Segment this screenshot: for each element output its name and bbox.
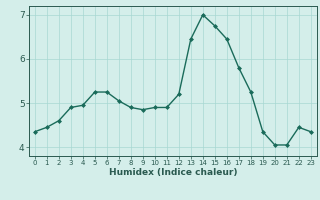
- X-axis label: Humidex (Indice chaleur): Humidex (Indice chaleur): [108, 168, 237, 177]
